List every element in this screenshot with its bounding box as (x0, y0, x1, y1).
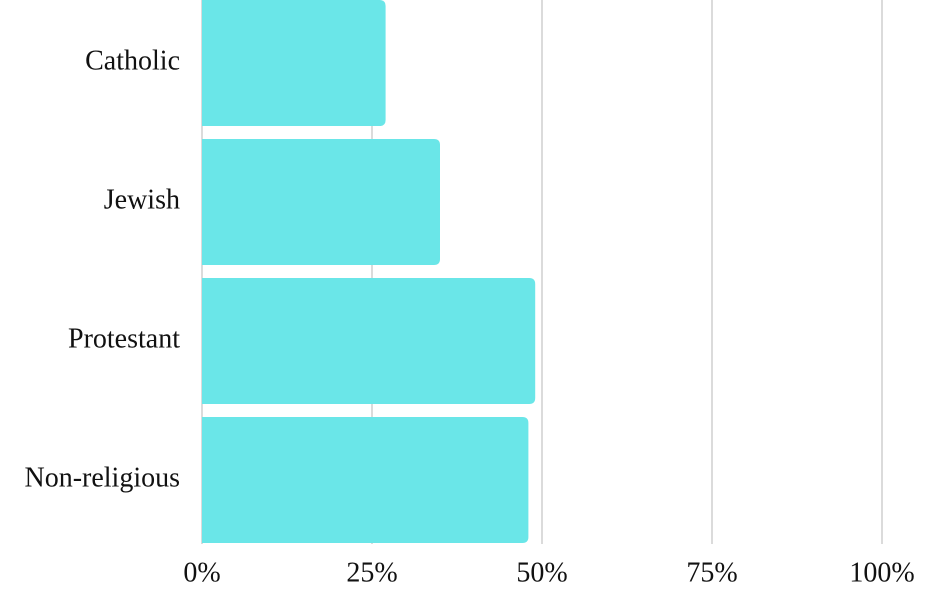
y-tick-label: Protestant (68, 323, 180, 354)
x-tick-label: 100% (849, 557, 914, 588)
bar (202, 139, 440, 265)
x-tick-label: 75% (686, 557, 737, 588)
y-tick-label: Catholic (85, 45, 180, 76)
bar (202, 0, 386, 126)
bar (202, 417, 529, 543)
x-tick-label: 0% (183, 557, 220, 588)
y-tick-label: Jewish (104, 184, 180, 215)
bar (202, 278, 536, 404)
x-tick-label: 50% (516, 557, 567, 588)
y-tick-label: Non-religious (24, 462, 180, 493)
x-tick-label: 25% (346, 557, 397, 588)
